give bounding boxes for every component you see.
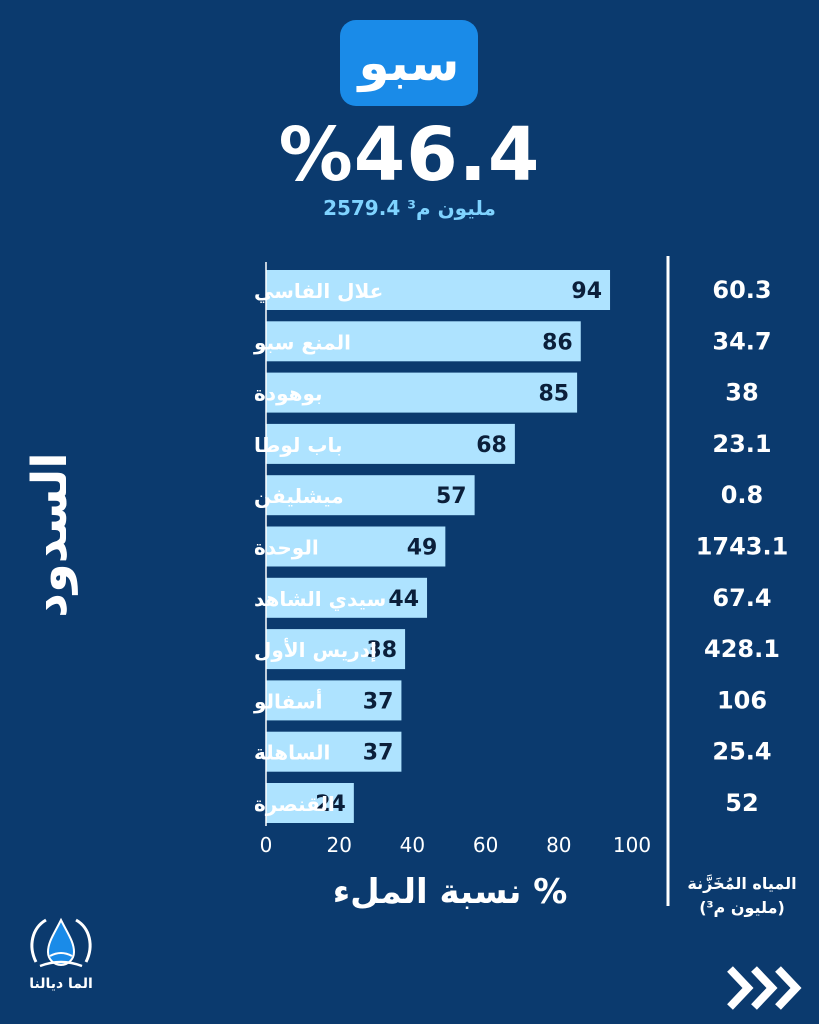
fill-rate-headline: %46.4 <box>278 112 541 198</box>
bar-value-label: 37 <box>363 689 394 714</box>
stored-column-title-line1: المياه المُخَزَّنة <box>687 874 797 893</box>
bar-value-label: 49 <box>407 536 438 561</box>
brand-logo: الما ديالنا <box>22 912 100 992</box>
bar-value-label: 68 <box>476 433 507 458</box>
category-label: سيدي الشاهد <box>254 587 386 612</box>
category-label: أسفالو <box>253 687 322 713</box>
category-label: المنع سبو <box>253 330 351 354</box>
category-label: إدريس الأول <box>254 637 377 662</box>
bar <box>266 321 581 362</box>
bar-value-label: 37 <box>363 741 394 766</box>
basin-badge: سبو <box>340 20 478 106</box>
stored-value-label: 52 <box>725 789 758 817</box>
bar <box>266 475 475 516</box>
bar-value-label: 57 <box>436 484 467 509</box>
bar <box>266 526 446 567</box>
category-label: بوهودة <box>254 382 323 406</box>
water-drop-hands-icon <box>30 917 92 968</box>
x-ticks-group: 0 20 40 60 80 100 <box>260 833 651 857</box>
stored-value-label: 106 <box>717 686 767 714</box>
x-tick-label: 80 <box>546 833 571 857</box>
bars-group: 94 86 85 68 57 49 44 38 37 37 24 <box>266 270 611 823</box>
bar-value-label: 44 <box>388 587 419 612</box>
x-tick-label: 0 <box>260 833 273 857</box>
bar <box>266 270 611 310</box>
brand-logo-text: الما ديالنا <box>29 976 93 992</box>
x-tick-label: 100 <box>613 833 651 857</box>
stored-value-label: 25.4 <box>712 738 771 766</box>
bar <box>266 680 402 721</box>
bar <box>266 372 578 413</box>
category-label: باب لوطا <box>254 433 342 457</box>
x-axis-title: نسبة الملء % <box>332 872 568 912</box>
stored-value-label: 60.3 <box>712 276 771 304</box>
bar-value-label: 24 <box>315 792 346 817</box>
bar <box>266 423 515 464</box>
category-label: علال الفاسي <box>254 279 383 304</box>
stored-volume-subline: 2579.4 مليون م³ <box>323 196 496 220</box>
bar <box>266 577 428 618</box>
stored-value-label: 34.7 <box>712 327 771 355</box>
stored-value-label: 23.1 <box>712 430 771 458</box>
bar <box>266 731 402 772</box>
x-tick-label: 40 <box>400 833 425 857</box>
category-label: ميشليفن <box>254 484 344 508</box>
x-tick-label: 60 <box>473 833 498 857</box>
stored-value-label: 428.1 <box>704 635 780 663</box>
stored-value-label: 38 <box>725 379 758 407</box>
bar <box>266 629 406 670</box>
bar-value-label: 94 <box>571 279 602 304</box>
stored-value-label: 1743.1 <box>696 533 789 561</box>
stored-column-title-line2: (مليون م³) <box>699 898 785 917</box>
x-tick-label: 20 <box>326 833 351 857</box>
category-label: الوحدة <box>254 536 319 560</box>
bar-value-label: 85 <box>538 382 569 407</box>
category-label: القنصرة <box>254 792 335 816</box>
stored-column-title: المياه المُخَزَّنة (مليون م³) <box>672 872 812 920</box>
stored-value-label: 0.8 <box>721 481 764 509</box>
stored-value-label: 67.4 <box>712 584 771 612</box>
bar-value-label: 38 <box>366 638 397 663</box>
stored-values-group: 60.3 34.7 38 23.1 0.8 1743.1 67.4 428.1 106 25.4 5… <box>696 276 789 817</box>
next-chevrons-icon[interactable] <box>726 963 808 1013</box>
bar <box>266 783 354 823</box>
bar-value-label: 86 <box>542 330 573 355</box>
